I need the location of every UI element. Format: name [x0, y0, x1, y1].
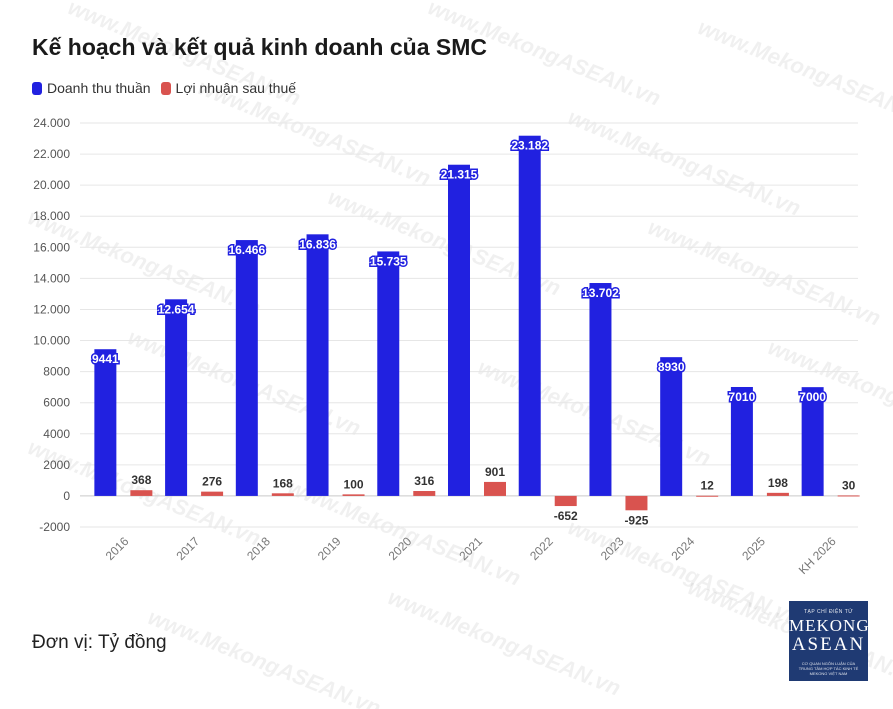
y-tick-label: 12.000	[33, 302, 70, 316]
logo-line1: MEKONG	[789, 616, 870, 635]
y-tick-label: 20.000	[33, 178, 70, 192]
x-tick-label: 2016	[103, 534, 132, 563]
profit-data-label: 100	[344, 477, 364, 491]
profit-data-label: -925	[624, 513, 648, 527]
revenue-bar	[730, 386, 753, 496]
revenue-data-label: 7000	[799, 390, 826, 404]
watermark-text: www.MekongASEAN.vn	[384, 584, 625, 701]
y-tick-label: 4000	[43, 427, 70, 441]
watermark-text: www.MekongASEAN.vn	[144, 604, 385, 709]
x-tick-label: 2025	[739, 534, 768, 563]
profit-data-label: 30	[842, 478, 856, 492]
profit-data-label: 316	[414, 474, 434, 488]
revenue-data-label: 7010	[729, 390, 756, 404]
profit-data-label: 168	[273, 476, 293, 490]
profit-bar	[837, 495, 860, 497]
revenue-data-label: 16.466	[228, 243, 265, 257]
x-tick-label: 2018	[244, 534, 273, 563]
mekong-asean-logo: TẠP CHÍ ĐIỆN TỬ MEKONG ASEAN CƠ QUAN NGÔ…	[789, 601, 870, 681]
profit-bar	[554, 495, 577, 507]
unit-note: Đơn vị: Tỷ đồng	[32, 632, 167, 653]
y-tick-label: 8000	[43, 365, 70, 379]
x-tick-label: 2020	[386, 534, 415, 563]
legend-label-profit: Lợi nhuận sau thuế	[175, 80, 297, 96]
profit-data-label: 198	[768, 476, 788, 490]
logo-bottom-text: CƠ QUAN NGÔN LUẬN CỦA TRUNG TÂM HỢP TÁC …	[798, 661, 859, 676]
profit-data-label: 901	[485, 465, 505, 479]
profit-data-label: 12	[701, 479, 715, 493]
revenue-bar	[235, 240, 258, 496]
revenue-bar	[448, 164, 470, 496]
legend-swatch-profit	[160, 81, 171, 95]
revenue-data-label: 9441	[92, 352, 119, 366]
legend-item-revenue[interactable]: Doanh thu thuần	[32, 80, 151, 96]
y-tick-label: 18.000	[33, 209, 70, 223]
legend-item-profit[interactable]: Lợi nhuận sau thuế	[160, 80, 297, 96]
y-tick-label: 6000	[43, 396, 70, 410]
profit-bar	[130, 490, 153, 496]
x-tick-label: 2019	[315, 534, 344, 563]
y-tick-label: 24.000	[33, 116, 70, 130]
revenue-data-label: 16.836	[299, 237, 336, 251]
x-tick-label: 2017	[173, 534, 202, 563]
profit-bar	[484, 481, 506, 496]
x-tick-label: KH 2026	[796, 534, 839, 577]
x-tick-label: 2023	[598, 534, 627, 563]
profit-bar	[271, 493, 294, 496]
profit-data-label: 276	[202, 475, 222, 489]
logo-line2: ASEAN	[791, 634, 866, 655]
chart-title: Kế hoạch và kết quả kinh doanh của SMC	[32, 34, 487, 60]
revenue-data-label: 15.735	[370, 254, 407, 268]
revenue-data-label: 8930	[658, 360, 685, 374]
profit-bar	[342, 494, 365, 496]
bar-chart: -2000 0 2000 4000 6000 8000 10.000 12.000 14.000…	[33, 116, 860, 577]
revenue-bar	[660, 357, 683, 496]
legend-swatch-revenue	[32, 81, 42, 95]
profit-data-label: 368	[131, 473, 151, 487]
x-tick-label: 2022	[527, 534, 556, 563]
revenue-bar	[518, 135, 541, 496]
legend-label-revenue: Doanh thu thuần	[47, 80, 151, 96]
revenue-bar	[589, 283, 612, 496]
profit-bar	[201, 491, 224, 496]
y-tick-label: 10.000	[33, 334, 70, 348]
x-tick-label: 2024	[669, 534, 698, 563]
revenue-data-label: 21.315	[441, 168, 478, 182]
revenue-data-label: 12.654	[158, 302, 195, 316]
y-tick-label: 16.000	[33, 240, 70, 254]
x-tick-label: 2021	[456, 534, 485, 563]
legend: Doanh thu thuần Lợi nhuận sau thuế	[32, 80, 306, 96]
profit-bar	[413, 491, 436, 496]
profit-data-label: -652	[554, 509, 578, 523]
profit-bar	[766, 492, 789, 496]
y-tick-label: 2000	[43, 458, 70, 472]
revenue-bar	[801, 387, 824, 496]
logo-top-text: TẠP CHÍ ĐIỆN TỬ	[803, 609, 854, 615]
profit-bar	[625, 495, 648, 511]
y-tick-label: 14.000	[33, 271, 70, 285]
revenue-bar	[94, 349, 117, 496]
revenue-bar	[165, 299, 188, 496]
y-tick-label: 0	[63, 489, 70, 503]
profit-bar	[696, 495, 719, 497]
revenue-bar	[377, 251, 400, 496]
y-tick-label: -2000	[39, 520, 70, 534]
y-tick-label: 22.000	[33, 147, 70, 161]
revenue-data-label: 13.702	[582, 286, 619, 300]
revenue-bar	[306, 234, 329, 496]
revenue-data-label: 23.182	[511, 139, 548, 153]
